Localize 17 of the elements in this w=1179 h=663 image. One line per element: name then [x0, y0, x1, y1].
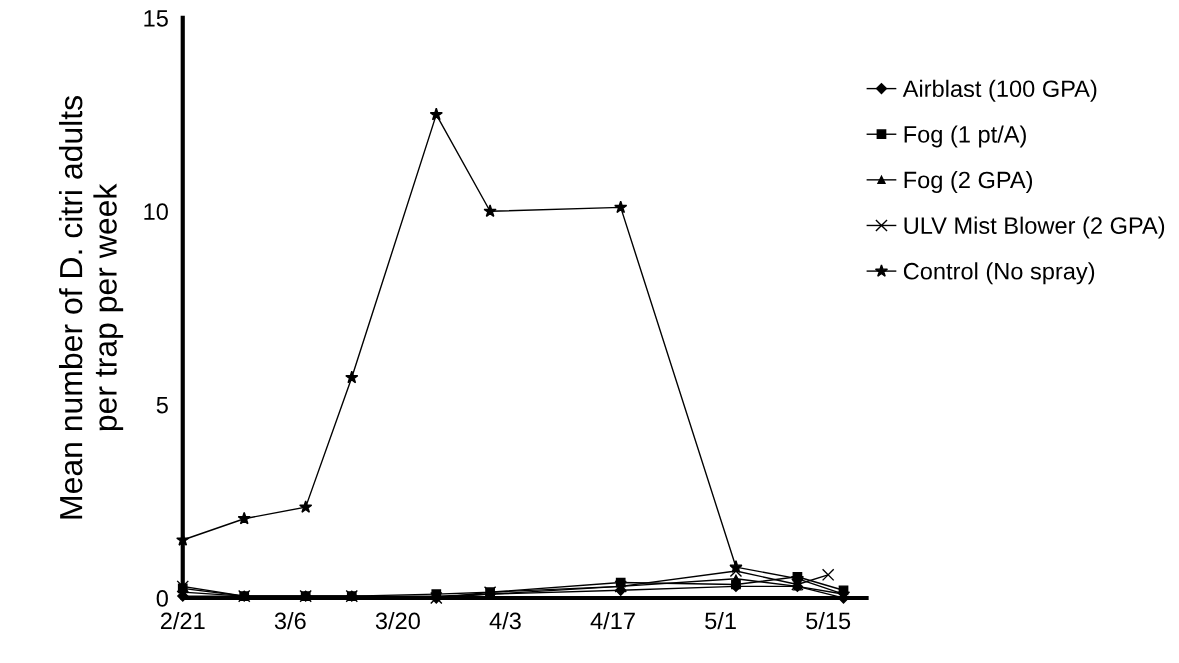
x-tick-label: 3/6 [274, 611, 306, 630]
x-tick-label: 3/20 [375, 611, 420, 630]
y-tick-label: 5 [156, 396, 168, 414]
legend-label: ULV Mist Blower (2 GPA) [904, 216, 1165, 239]
y-tick-label: 15 [144, 10, 168, 27]
x-tick-label: 5/15 [806, 611, 851, 630]
y-axis-title: Mean number of D. citri adults per trap per week [58, 96, 124, 519]
legend-label: Fog (1 pt/A) [904, 125, 1026, 148]
legend-label: Airblast (100 GPA) [902, 79, 1097, 102]
x-tick-label: 4/17 [590, 611, 635, 630]
x-tick-label: 5/1 [705, 611, 736, 630]
x-tick-label: 4/3 [489, 611, 521, 630]
legend-label: Fog (2 GPA) [904, 171, 1033, 194]
x-tick-label: 2/21 [160, 611, 205, 630]
legend-label: Control (No spray) [903, 262, 1095, 285]
y-tick-label: 10 [144, 203, 168, 221]
y-tick-label: 0 [156, 590, 168, 607]
